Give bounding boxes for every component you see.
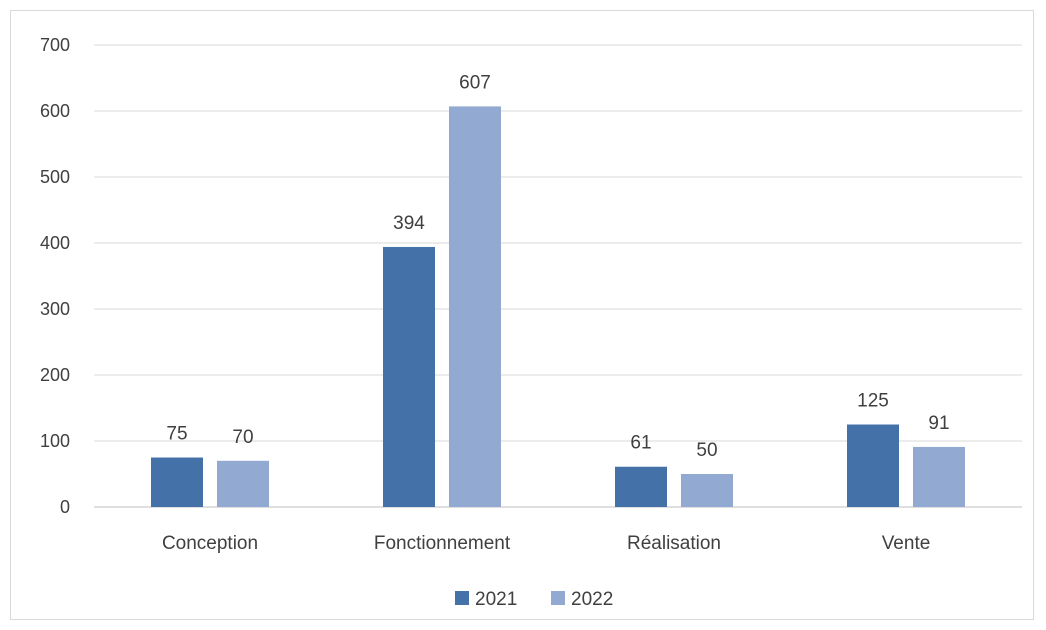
legend-label: 2022	[571, 589, 613, 610]
data-label: 50	[696, 440, 717, 461]
bar-2022-Vente	[913, 446, 965, 507]
bar-2021-Fonctionnement	[383, 246, 435, 507]
bar-2021-Conception	[151, 457, 203, 507]
legend-label: 2021	[475, 589, 517, 610]
y-tick-label: 100	[40, 431, 70, 451]
bar-2022-Conception	[217, 460, 269, 507]
bar-2021-Réalisation	[615, 466, 667, 507]
bars	[151, 106, 965, 507]
x-category-label: Conception	[162, 533, 258, 554]
data-label: 607	[459, 72, 491, 93]
y-tick-label: 300	[40, 299, 70, 319]
x-category-label: Réalisation	[627, 533, 721, 554]
legend-swatch-2022	[551, 591, 565, 605]
bar-2022-Réalisation	[681, 474, 733, 507]
y-axis-ticks: 0 100 200 300 400 500 600 700	[40, 35, 70, 517]
bar-2022-Fonctionnement	[449, 106, 501, 507]
x-category-label: Vente	[882, 533, 931, 554]
x-axis-categories: Conception Fonctionnement Réalisation Vente	[162, 533, 930, 554]
data-label: 394	[393, 213, 425, 234]
y-tick-label: 400	[40, 233, 70, 253]
x-category-label: Fonctionnement	[374, 533, 511, 554]
y-tick-label: 0	[60, 497, 70, 517]
chart-frame	[10, 10, 1034, 620]
legend-swatch-2021	[455, 591, 469, 605]
y-tick-label: 200	[40, 365, 70, 385]
legend: 2021 2022	[455, 589, 613, 610]
data-label: 61	[630, 433, 651, 454]
data-label: 75	[166, 424, 187, 445]
data-label: 125	[857, 391, 889, 412]
data-label: 91	[928, 413, 949, 434]
y-tick-label: 500	[40, 167, 70, 187]
data-label: 70	[232, 427, 253, 448]
y-tick-label: 700	[40, 35, 70, 55]
y-tick-label: 600	[40, 101, 70, 121]
data-labels: 75 70 394 607 61 50 125 91	[166, 72, 949, 461]
bar-2021-Vente	[847, 424, 899, 507]
